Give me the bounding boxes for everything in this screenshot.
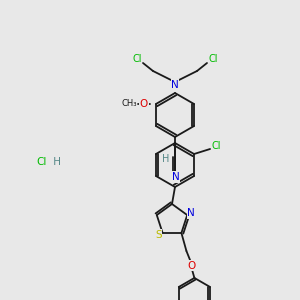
Text: N: N	[187, 208, 195, 218]
Text: N: N	[172, 172, 180, 182]
Text: Cl: Cl	[37, 157, 47, 167]
Text: O: O	[187, 261, 196, 271]
Text: H: H	[162, 154, 170, 164]
Text: CH₃: CH₃	[121, 100, 137, 109]
Text: N: N	[171, 80, 179, 90]
Text: Cl: Cl	[211, 141, 221, 151]
Text: H: H	[50, 157, 61, 167]
Text: Cl: Cl	[208, 54, 218, 64]
Text: S: S	[155, 230, 162, 240]
Text: O: O	[140, 99, 148, 109]
Text: Cl: Cl	[132, 54, 142, 64]
